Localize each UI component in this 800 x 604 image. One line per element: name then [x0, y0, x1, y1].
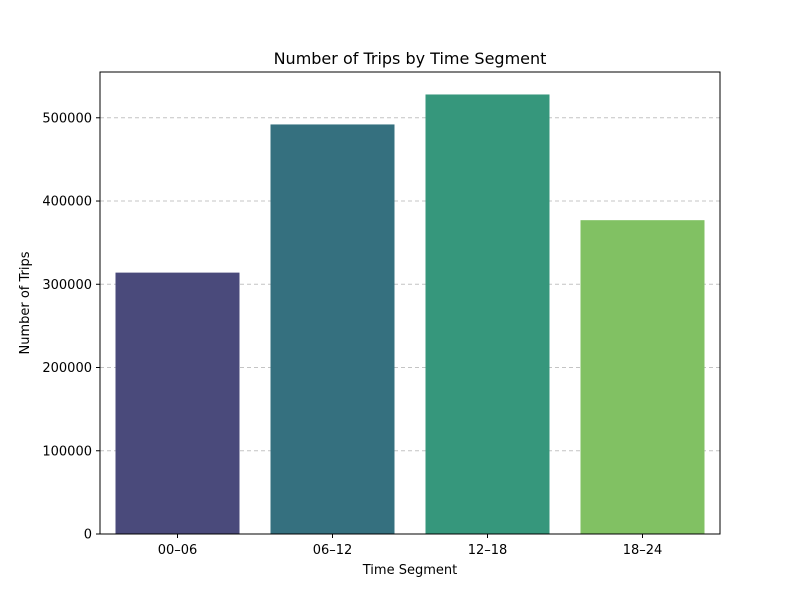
chart-title: Number of Trips by Time Segment [274, 49, 547, 68]
bar-2 [425, 94, 550, 534]
y-tick-label: 300000 [42, 278, 92, 293]
bar-0 [115, 272, 240, 534]
x-tick-label: 06–12 [313, 543, 353, 558]
x-tick-label: 18–24 [623, 543, 663, 558]
x-tick-label: 12–18 [468, 543, 508, 558]
y-axis-label: Number of Trips [18, 251, 33, 354]
bars [115, 94, 705, 535]
bar-3 [580, 220, 705, 534]
x-axis-ticks: 00–06 06–12 12–18 18–24 [158, 534, 663, 558]
y-tick-label: 100000 [42, 444, 92, 459]
bar-1 [270, 124, 395, 535]
grid-lines [100, 117, 720, 452]
y-axis-ticks: 0 100000 200000 300000 400000 500000 [42, 111, 100, 543]
plot-frame [99, 71, 721, 535]
x-tick-label: 00–06 [158, 543, 198, 558]
y-tick-label: 0 [84, 528, 92, 543]
y-tick-label: 500000 [42, 111, 92, 126]
y-tick-label: 200000 [42, 361, 92, 376]
y-tick-label: 400000 [42, 195, 92, 210]
x-axis-label: Time Segment [362, 563, 457, 578]
